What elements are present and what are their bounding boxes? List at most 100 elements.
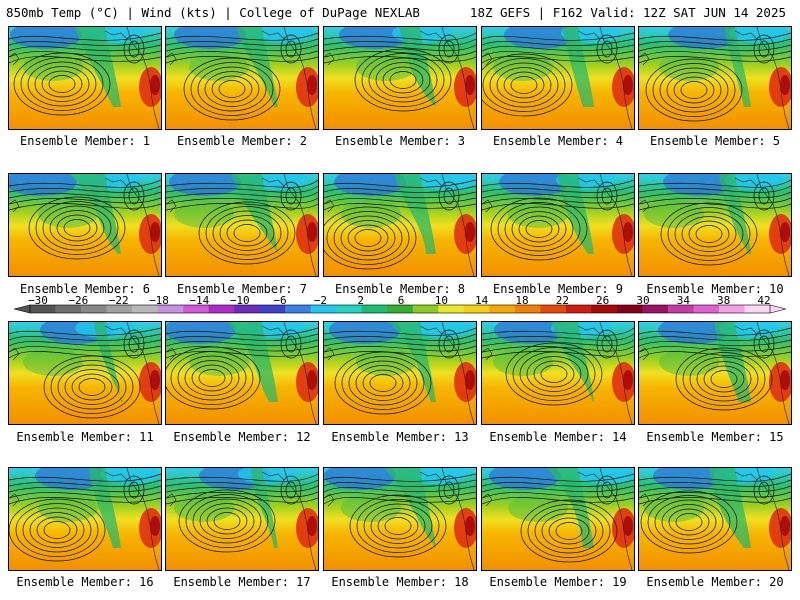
- ensemble-member-label: Ensemble Member: 12: [173, 430, 311, 444]
- colorbar-swatch: [438, 305, 465, 313]
- ensemble-member-label: Ensemble Member: 18: [331, 575, 469, 589]
- colorbar-tick-label: 30: [636, 295, 649, 307]
- ensemble-member-map: [8, 26, 162, 130]
- ensemble-member-label: Ensemble Member: 1: [19, 134, 151, 148]
- colorbar-swatch: [106, 305, 133, 313]
- temperature-map: [324, 322, 476, 424]
- colorbar-swatch: [565, 305, 592, 313]
- colorbar-tick-label: −14: [189, 295, 209, 307]
- colorbar-swatch: [489, 305, 516, 313]
- ensemble-member-label: Ensemble Member: 6: [19, 282, 151, 296]
- colorbar-tick-label: −30: [28, 295, 48, 307]
- temperature-map: [166, 468, 318, 570]
- ensemble-member-map: [8, 467, 162, 571]
- temperature-map: [166, 27, 318, 129]
- ensemble-member-map: [481, 467, 635, 571]
- colorbar-swatch: [183, 305, 209, 313]
- ensemble-member-label: Ensemble Member: 10: [646, 282, 784, 296]
- temperature-map: [482, 174, 634, 276]
- colorbar-swatch: [616, 305, 643, 313]
- ensemble-member-label: Ensemble Member: 5: [649, 134, 781, 148]
- colorbar-tick-label: 14: [475, 295, 489, 307]
- ensemble-member-map: [323, 467, 477, 571]
- ensemble-member-label: Ensemble Member: 9: [492, 282, 624, 296]
- colorbar-swatch: [285, 305, 311, 313]
- colorbar-tick-label: −22: [109, 295, 129, 307]
- ensemble-member-label: Ensemble Member: 2: [176, 134, 308, 148]
- colorbar-swatch: [30, 305, 56, 313]
- temperature-map: [639, 174, 791, 276]
- temperature-map: [9, 174, 161, 276]
- temperature-colorbar: −30 −26 −22 −18 −14 −10 −6 −2 2 6 10 14 18 22 26 30 34 38…: [0, 295, 800, 325]
- colorbar-swatch: [336, 305, 363, 313]
- ensemble-member-label: Ensemble Member: 4: [492, 134, 624, 148]
- ensemble-member-map: [323, 173, 477, 277]
- ensemble-member-map: [323, 321, 477, 425]
- ensemble-member-map: [638, 467, 792, 571]
- ensemble-member-map: [165, 467, 319, 571]
- ensemble-member-map: [8, 173, 162, 277]
- colorbar-swatch: [234, 305, 260, 313]
- temperature-map: [639, 27, 791, 129]
- ensemble-member-map: [638, 173, 792, 277]
- ensemble-member-map: [638, 26, 792, 130]
- colorbar-swatch: [667, 305, 694, 313]
- temperature-map: [9, 322, 161, 424]
- colorbar-swatch: [540, 305, 567, 313]
- colorbar-tick-label: −18: [149, 295, 169, 307]
- colorbar-swatch: [55, 305, 82, 313]
- colorbar-swatch: [744, 305, 771, 313]
- ensemble-member-label: Ensemble Member: 15: [646, 430, 784, 444]
- valid-time-title: 18Z GEFS | F162 Valid: 12Z SAT JUN 14 20…: [469, 5, 786, 20]
- colorbar-tick-label: 34: [677, 295, 691, 307]
- colorbar-tick-label: −6: [273, 295, 286, 307]
- colorbar-swatch: [642, 305, 669, 313]
- ensemble-member-map: [8, 321, 162, 425]
- ensemble-member-map: [481, 173, 635, 277]
- colorbar-swatch: [387, 305, 414, 313]
- colorbar-tick-label: −26: [68, 295, 88, 307]
- ensemble-member-label: Ensemble Member: 7: [176, 282, 308, 296]
- ensemble-member-map: [165, 321, 319, 425]
- temperature-map: [482, 468, 634, 570]
- colorbar-swatch: [514, 305, 541, 313]
- chart-title: 850mb Temp (°C) | Wind (kts) | College o…: [6, 5, 420, 20]
- colorbar-swatch: [132, 305, 158, 313]
- ensemble-member-map: [165, 173, 319, 277]
- temperature-map: [166, 174, 318, 276]
- temperature-map: [482, 27, 634, 129]
- ensemble-member-label: Ensemble Member: 11: [16, 430, 154, 444]
- colorbar-swatch: [81, 305, 107, 313]
- temperature-map: [324, 468, 476, 570]
- colorbar-swatch: [693, 305, 720, 313]
- colorbar-tick-label: 22: [556, 295, 569, 307]
- ensemble-member-map: [323, 26, 477, 130]
- colorbar-tick-label: 42: [757, 295, 770, 307]
- colorbar-swatch: [412, 305, 439, 313]
- ensemble-member-label: Ensemble Member: 17: [173, 575, 311, 589]
- colorbar-tick-label: −2: [314, 295, 327, 307]
- colorbar-tick-label: 2: [357, 295, 364, 307]
- ensemble-member-label: Ensemble Member: 20: [646, 575, 784, 589]
- colorbar-swatch: [463, 305, 490, 313]
- ensemble-member-label: Ensemble Member: 14: [489, 430, 627, 444]
- ensemble-member-label: Ensemble Member: 3: [334, 134, 466, 148]
- colorbar-swatch: [208, 305, 235, 313]
- temperature-map: [166, 322, 318, 424]
- temperature-map: [639, 322, 791, 424]
- ensemble-member-label: Ensemble Member: 8: [334, 282, 466, 296]
- ensemble-member-map: [481, 321, 635, 425]
- ensemble-member-map: [481, 26, 635, 130]
- colorbar-swatch: [591, 305, 618, 313]
- colorbar-tick-label: 6: [398, 295, 405, 307]
- temperature-map: [639, 468, 791, 570]
- temperature-map: [324, 27, 476, 129]
- colorbar-tick-label: 10: [435, 295, 448, 307]
- colorbar-tick-label: 38: [717, 295, 730, 307]
- temperature-map: [9, 468, 161, 570]
- colorbar-swatch: [361, 305, 388, 313]
- ensemble-member-label: Ensemble Member: 13: [331, 430, 469, 444]
- colorbar-tick-label: −10: [230, 295, 250, 307]
- ensemble-member-map: [638, 321, 792, 425]
- temperature-map: [324, 174, 476, 276]
